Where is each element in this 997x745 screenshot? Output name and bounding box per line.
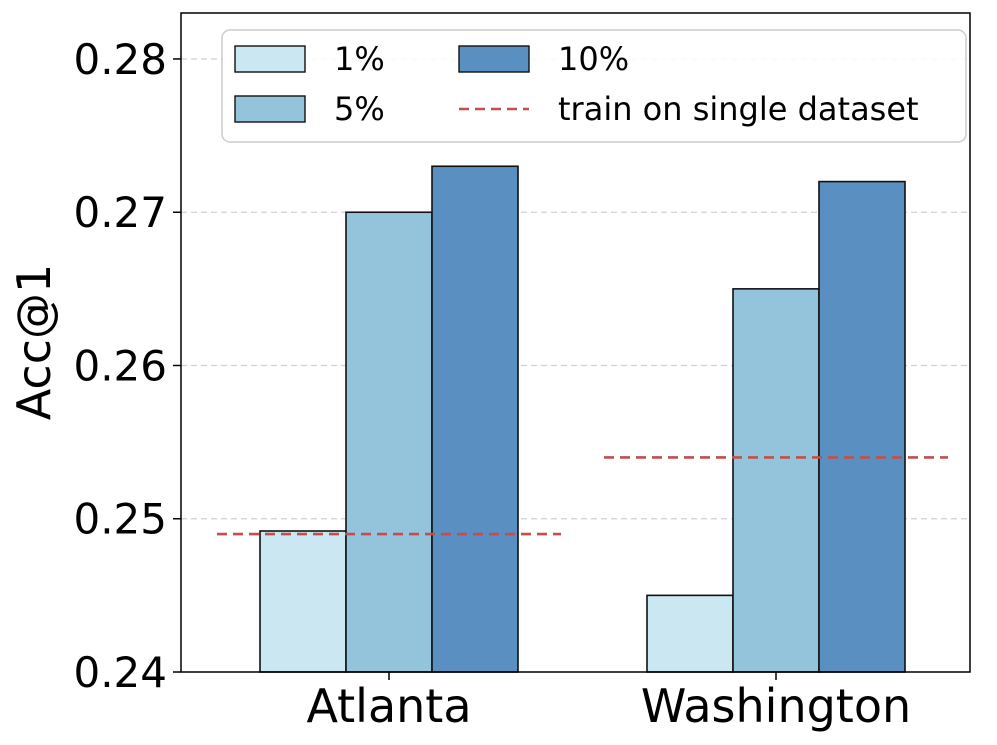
y-tick-label: 0.27 (73, 188, 167, 237)
y-axis-ticks: 0.24 0.25 0.26 0.27 0.28 (73, 35, 181, 697)
baseline-lines (217, 456, 948, 536)
bars (259, 165, 906, 673)
x-tick-label-washington: Washington (641, 679, 911, 733)
legend-box (221, 29, 967, 143)
legend-swatch (234, 45, 306, 73)
bar-washington-1pct (646, 594, 734, 673)
y-tick-label: 0.26 (73, 341, 167, 390)
legend-label: 5% (334, 90, 385, 128)
x-axis-ticks: Atlanta Washington (306, 672, 911, 733)
legend-swatch (458, 45, 530, 73)
bar-atlanta-5pct (345, 211, 433, 673)
y-axis-label: Acc@1 (7, 264, 61, 421)
bar-washington-10pct (818, 180, 906, 673)
legend-swatch (234, 95, 306, 123)
bar-washington-5pct (732, 288, 820, 673)
legend-label: train on single dataset (558, 90, 919, 128)
y-tick-label: 0.25 (73, 495, 167, 544)
x-tick-label-atlanta: Atlanta (306, 679, 471, 733)
y-tick-label: 0.24 (73, 648, 167, 697)
legend-label: 10% (558, 40, 629, 78)
legend-label: 1% (334, 40, 385, 78)
y-tick-label: 0.28 (73, 35, 167, 84)
legend: 1% 5% 10% train on single dataset (221, 29, 967, 143)
bar-atlanta-10pct (431, 165, 519, 673)
plot-frame (180, 12, 971, 673)
bar-atlanta-1pct (259, 530, 347, 673)
